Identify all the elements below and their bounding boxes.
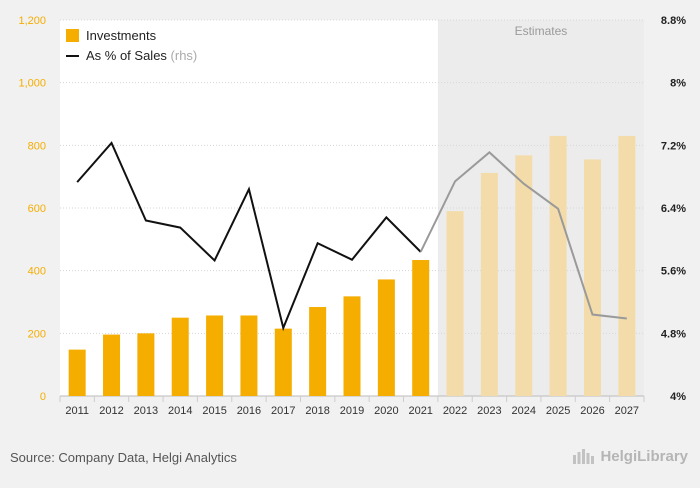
x-tick-label: 2026 bbox=[580, 405, 604, 417]
y-left-tick-label: 0 bbox=[40, 391, 46, 403]
x-tick-label: 2021 bbox=[408, 405, 432, 417]
y-left-tick-label: 200 bbox=[28, 328, 46, 340]
x-tick-label: 2027 bbox=[615, 405, 639, 417]
x-tick-label: 2022 bbox=[443, 405, 467, 417]
source-note: Source: Company Data, Helgi Analytics bbox=[10, 450, 237, 465]
y-right-tick-label: 4% bbox=[670, 391, 686, 403]
investments-bar bbox=[343, 296, 361, 396]
investments-bar bbox=[68, 349, 86, 396]
investments-bar bbox=[549, 135, 567, 396]
x-tick-label: 2019 bbox=[340, 405, 364, 417]
legend-label-suffix: (rhs) bbox=[171, 48, 198, 63]
investments-bar bbox=[480, 172, 498, 396]
investments-bar bbox=[583, 159, 601, 396]
investments-bar bbox=[515, 155, 533, 396]
investments-bar bbox=[240, 315, 258, 396]
y-left-tick-label: 1,200 bbox=[18, 15, 46, 27]
x-tick-label: 2015 bbox=[202, 405, 226, 417]
y-right-tick-label: 6.4% bbox=[661, 203, 686, 215]
y-left-tick-label: 400 bbox=[28, 266, 46, 278]
legend-label-pct-sales: As % of Sales (rhs) bbox=[86, 48, 197, 63]
x-tick-label: 2023 bbox=[477, 405, 501, 417]
x-tick-label: 2025 bbox=[546, 405, 570, 417]
pct-of-sales-line bbox=[76, 141, 422, 332]
x-tick-label: 2012 bbox=[99, 405, 123, 417]
x-tick-label: 2011 bbox=[65, 405, 89, 417]
logo-text: HelgiLibrary bbox=[600, 448, 688, 465]
y-right-tick-label: 8.8% bbox=[661, 15, 686, 27]
investments-bar bbox=[137, 333, 155, 396]
x-tick-label: 2024 bbox=[512, 405, 536, 417]
y-right-tick-label: 5.6% bbox=[661, 266, 686, 278]
x-tick-label: 2018 bbox=[305, 405, 329, 417]
y-left-tick-label: 600 bbox=[28, 203, 46, 215]
legend-label-investments: Investments bbox=[86, 28, 157, 43]
investments-bar bbox=[309, 307, 327, 396]
x-tick-label: 2014 bbox=[168, 405, 192, 417]
investments-bar bbox=[103, 334, 121, 396]
investments-bar bbox=[274, 328, 292, 396]
investments-bar bbox=[206, 315, 224, 396]
pct-of-sales-line-estimate bbox=[419, 151, 627, 320]
y-left-tick-label: 1,000 bbox=[18, 78, 46, 90]
legend-swatch-investments bbox=[66, 29, 79, 42]
helgi-library-logo: HelgiLibrary bbox=[572, 448, 688, 465]
x-tick-label: 2013 bbox=[134, 405, 158, 417]
y-right-tick-label: 8% bbox=[670, 78, 686, 90]
estimates-label: Estimates bbox=[515, 24, 568, 38]
y-right-tick-label: 4.8% bbox=[661, 328, 686, 340]
investments-bar bbox=[377, 279, 395, 396]
investments-bar bbox=[618, 135, 636, 396]
investments-bar bbox=[446, 211, 464, 396]
x-tick-label: 2017 bbox=[271, 405, 295, 417]
investments-bar bbox=[171, 317, 189, 396]
y-left-tick-label: 800 bbox=[28, 140, 46, 152]
x-tick-label: 2016 bbox=[237, 405, 261, 417]
x-tick-label: 2020 bbox=[374, 405, 398, 417]
y-right-tick-label: 7.2% bbox=[661, 140, 686, 152]
building-icon bbox=[573, 448, 595, 464]
investments-bar bbox=[412, 260, 430, 396]
